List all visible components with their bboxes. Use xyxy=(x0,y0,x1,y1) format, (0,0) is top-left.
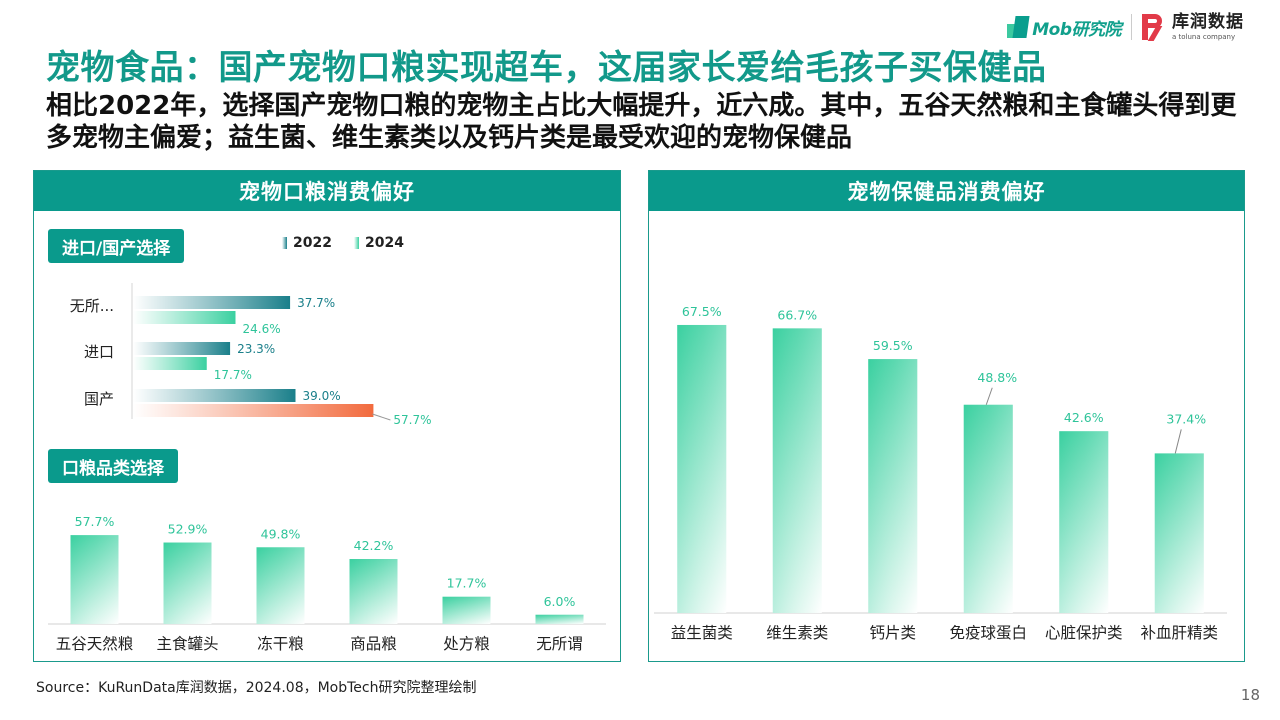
supplement-category-label: 益生菌类 xyxy=(671,624,733,642)
supplement-bar-sheen xyxy=(772,328,822,613)
supplement-bar-sheen xyxy=(1154,453,1204,613)
category-category-label: 商品粮 xyxy=(350,635,397,653)
category-category-label: 处方粮 xyxy=(443,635,490,653)
brand-divider xyxy=(1131,14,1132,40)
origin-bar-2022 xyxy=(133,296,291,309)
page-number: 18 xyxy=(1240,686,1260,704)
origin-bar-2024 xyxy=(133,357,207,370)
origin-chart-legend: 2022 2024 xyxy=(282,235,404,251)
kurun-logo-text: 库润数据 xyxy=(1172,11,1244,32)
mob-logo-text: Mob研究院 xyxy=(1032,19,1121,40)
supplement-value-label: 42.6% xyxy=(1064,410,1104,425)
supplement-preference-panel: 宠物保健品消费偏好 67.5% 益生菌类 66.7% 维生素类 59.5% 钙片类 48.8… xyxy=(648,170,1245,662)
category-category-label: 冻干粮 xyxy=(257,635,304,653)
origin-category-label: 国产 xyxy=(84,390,114,408)
supplement-value-label: 67.5% xyxy=(682,304,722,319)
origin-bar-2024 xyxy=(133,311,236,324)
legend-swatch-2022 xyxy=(282,237,287,249)
category-category-label: 无所谓 xyxy=(536,635,583,653)
category-bar-sheen xyxy=(163,542,212,624)
page-subtitle: 相比2022年，选择国产宠物口粮的宠物主占比大幅提升，近六成。其中，五谷天然粮和… xyxy=(46,91,1237,153)
supplement-leader-line xyxy=(1174,429,1182,454)
origin-category-label: 无所... xyxy=(70,297,114,315)
mob-logo: Mob研究院 xyxy=(1007,15,1121,40)
supplement-value-label: 48.8% xyxy=(977,370,1017,385)
category-value-label: 42.2% xyxy=(354,538,394,553)
origin-leader-line xyxy=(372,413,391,421)
origin-choice-tag: 进口/国产选择 xyxy=(48,229,185,263)
page-title: 宠物食品：国产宠物口粮实现超车，这届家长爱给毛孩子买保健品 xyxy=(46,48,1047,88)
origin-bar-2022 xyxy=(133,389,296,402)
supplement-category-label: 免疫球蛋白 xyxy=(949,624,1027,642)
category-value-label: 17.7% xyxy=(447,576,487,591)
category-bar-sheen xyxy=(535,614,584,624)
category-bar-sheen xyxy=(256,547,305,624)
legend-swatch-2024 xyxy=(353,237,359,249)
origin-value-2024: 24.6% xyxy=(243,322,281,336)
category-category-label: 五谷天然粮 xyxy=(56,635,134,653)
mob-logo-icon xyxy=(1007,16,1030,38)
supplement-value-label: 59.5% xyxy=(873,338,913,353)
supplement-bar-sheen xyxy=(1059,431,1109,613)
legend-label-2022: 2022 xyxy=(293,235,332,251)
category-bar-sheen xyxy=(349,559,398,624)
food-panel-title: 宠物口粮消费偏好 xyxy=(34,171,620,211)
supplement-category-label: 钙片类 xyxy=(869,624,916,642)
origin-value-2022: 39.0% xyxy=(303,389,341,403)
kurun-logo: 库润数据 a toluna company xyxy=(1142,11,1244,41)
origin-value-2022: 37.7% xyxy=(297,296,335,310)
origin-bar-2022 xyxy=(133,342,231,355)
category-value-label: 57.7% xyxy=(75,514,115,529)
origin-value-2022: 23.3% xyxy=(237,342,275,356)
origin-bar-2024 xyxy=(133,404,374,417)
supplement-bar-sheen xyxy=(868,359,918,613)
category-value-label: 49.8% xyxy=(261,526,301,541)
supplement-value-label: 37.4% xyxy=(1166,411,1206,426)
origin-value-2024: 57.7% xyxy=(393,413,431,427)
supplement-category-label: 心脏保护类 xyxy=(1045,624,1123,642)
supplement-chart: 67.5% 益生菌类 66.7% 维生素类 59.5% 钙片类 48.8% 免疫球蛋白 42.6… xyxy=(654,304,1227,642)
origin-choice-chart: 无所... 37.7% 24.6% 进口 23.3% 17.7% 国产 39.0% 57.7% xyxy=(70,283,432,427)
supplement-panel-title: 宠物保健品消费偏好 xyxy=(649,171,1244,211)
legend-label-2024: 2024 xyxy=(364,235,404,251)
legend-item-2022: 2022 xyxy=(282,235,332,251)
category-category-label: 主食罐头 xyxy=(156,635,218,653)
legend-item-2024: 2024 xyxy=(353,235,404,251)
supplement-category-label: 补血肝精类 xyxy=(1140,624,1218,642)
category-bar-sheen xyxy=(442,596,491,624)
category-bar-sheen xyxy=(70,535,119,624)
food-category-chart: 57.7% 五谷天然粮 52.9% 主食罐头 49.8% 冻干粮 42.2% 商品粮 17.7%… xyxy=(48,514,606,653)
supplement-category-label: 维生素类 xyxy=(766,624,828,642)
origin-value-2024: 17.7% xyxy=(214,368,252,382)
origin-category-label: 进口 xyxy=(84,343,114,361)
kurun-logo-subtext: a toluna company xyxy=(1172,32,1236,41)
kurun-logo-icon xyxy=(1142,14,1168,41)
food-preference-panel: 宠物口粮消费偏好 进口/国产选择 2022 2024 无所... 37.7% 24.… xyxy=(33,170,621,662)
category-value-label: 6.0% xyxy=(544,594,576,609)
supplement-leader-line xyxy=(985,387,993,405)
brand-logos: Mob研究院 库润数据 a toluna company xyxy=(1007,10,1244,44)
supplement-bar-sheen xyxy=(677,324,727,613)
supplement-value-label: 66.7% xyxy=(777,307,817,322)
source-note: Source：KuRunData库润数据，2024.08，MobTech研究院整… xyxy=(36,680,477,696)
supplement-bar-sheen xyxy=(963,404,1013,613)
category-value-label: 52.9% xyxy=(168,522,208,537)
category-choice-tag: 口粮品类选择 xyxy=(48,449,178,483)
